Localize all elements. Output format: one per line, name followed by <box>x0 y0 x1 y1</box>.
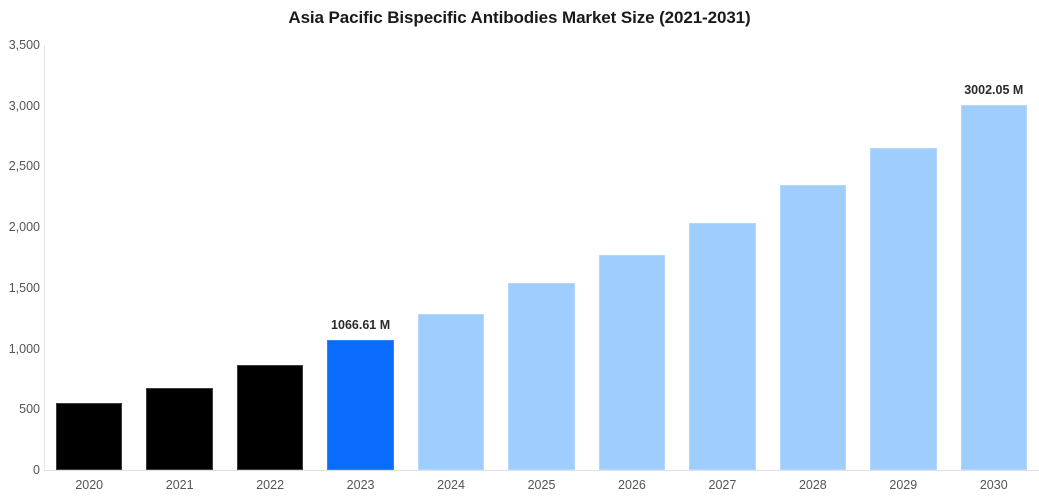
y-axis-tick-label: 2,500 <box>8 159 40 174</box>
bar-2025[interactable] <box>508 283 575 470</box>
bar-group-2023[interactable]: 1066.61 M <box>327 45 394 470</box>
y-axis: 3,500 3,000 2,500 2,000 1,500 1,000 500 0 <box>0 0 40 500</box>
y-axis-tick-label: 500 <box>19 402 40 417</box>
bar-2029[interactable] <box>870 148 937 470</box>
y-axis-tick-label: 1,500 <box>8 280 40 295</box>
bar-value-label-2023: 1066.61 M <box>331 318 391 333</box>
bar-2020[interactable] <box>55 402 123 470</box>
x-axis-tick-label-2022: 2022 <box>256 478 285 492</box>
y-axis-line <box>44 45 45 470</box>
bar-group-2022[interactable] <box>236 45 304 470</box>
bar-group-2030[interactable]: 3002.05 M <box>960 45 1027 470</box>
chart-title: Asia Pacific Bispecific Antibodies Marke… <box>288 8 751 27</box>
bar-group-2029[interactable] <box>870 45 937 470</box>
bar-group-2025[interactable] <box>508 45 575 470</box>
bar-group-2020[interactable] <box>55 45 123 470</box>
bar-group-2024[interactable] <box>417 45 485 470</box>
y-axis-tick-label: 0 <box>33 463 40 477</box>
x-axis-tick-label-2029: 2029 <box>889 478 918 492</box>
bar-2022[interactable] <box>236 364 304 470</box>
y-axis-tick-label: 3,500 <box>8 38 40 52</box>
x-axis-line <box>44 470 1039 471</box>
x-axis-tick-label-2023: 2023 <box>346 478 375 492</box>
y-axis-tick-label: 2,000 <box>8 220 40 235</box>
bar-2027[interactable] <box>689 223 756 470</box>
bar-2024[interactable] <box>417 313 485 470</box>
bar-2028[interactable] <box>779 185 847 470</box>
x-axis-tick-label-2024: 2024 <box>437 478 465 492</box>
bar-2021[interactable] <box>146 388 213 470</box>
x-axis-tick-label-2020: 2020 <box>75 478 104 492</box>
bar-2030[interactable] <box>960 105 1027 470</box>
plot-area: 1066.61 M 3002.05 M <box>44 45 1039 470</box>
bar-group-2021[interactable] <box>146 45 213 470</box>
bar-2026[interactable] <box>598 255 666 470</box>
y-axis-tick-label: 1,000 <box>8 341 40 356</box>
bar-value-label-2030: 3002.05 M <box>964 83 1024 98</box>
bar-group-2028[interactable] <box>779 45 847 470</box>
x-axis-tick-label-2021: 2021 <box>165 478 194 492</box>
bar-2023[interactable] <box>327 340 394 470</box>
x-axis-tick-label-2025: 2025 <box>527 478 556 492</box>
y-axis-tick-label: 3,000 <box>8 98 40 113</box>
bar-group-2027[interactable] <box>689 45 756 470</box>
x-axis-tick-label-2030: 2030 <box>979 478 1008 492</box>
x-axis-tick-label-2026: 2026 <box>618 478 646 492</box>
bar-group-2026[interactable] <box>598 45 666 470</box>
x-axis-tick-label-2028: 2028 <box>798 478 827 492</box>
x-axis-tick-label-2027: 2027 <box>708 478 737 492</box>
